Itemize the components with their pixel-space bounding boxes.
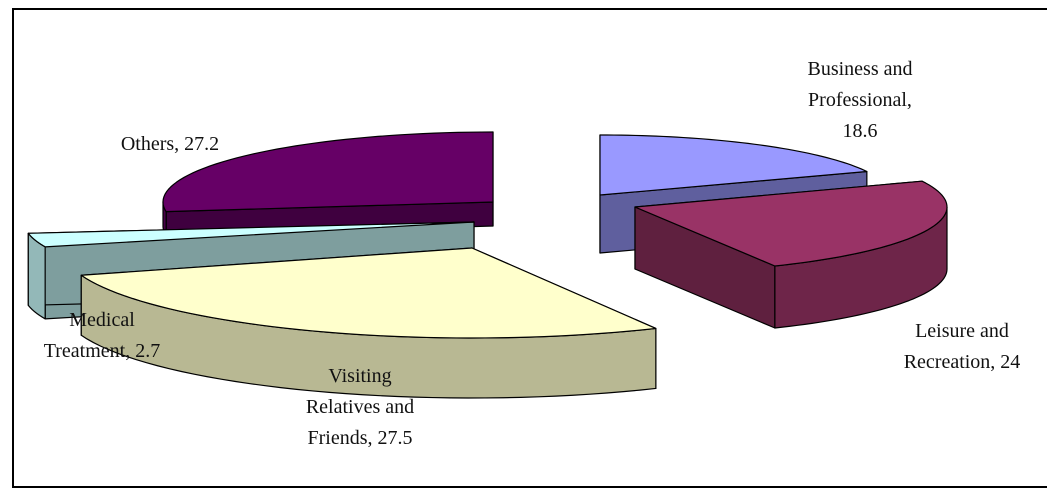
slice-2-data-label-line-2: Recreation, 24 [904, 351, 1021, 373]
slice-3-top [80, 247, 657, 339]
slice-3-data-label-line-3: Friends, 27.5 [308, 427, 413, 449]
slice-1-top [599, 134, 868, 196]
slice-4-outer-wall [27, 232, 46, 320]
slice-3-data-label-line-2: Relatives and [306, 396, 414, 418]
slice-3-data-label-line-1: Visiting [328, 365, 391, 387]
slice-5-data-label-line-1: Others, 27.2 [121, 133, 219, 155]
slice-4-top [27, 221, 475, 248]
slice-2-data-label-line-1: Leisure and [915, 320, 1009, 342]
slice-2-top [634, 180, 948, 267]
slice-1-data-label-line-1: Business and [808, 58, 913, 80]
slice-4-data-label-line-2: Treatment, 2.7 [44, 340, 160, 362]
slice-5-top [162, 131, 494, 213]
slice-1-data-label-line-3: 18.6 [843, 120, 878, 142]
slice-4-data-label-line-1: Medical [69, 309, 135, 331]
slice-1-data-label-line-2: Professional, [808, 89, 912, 111]
